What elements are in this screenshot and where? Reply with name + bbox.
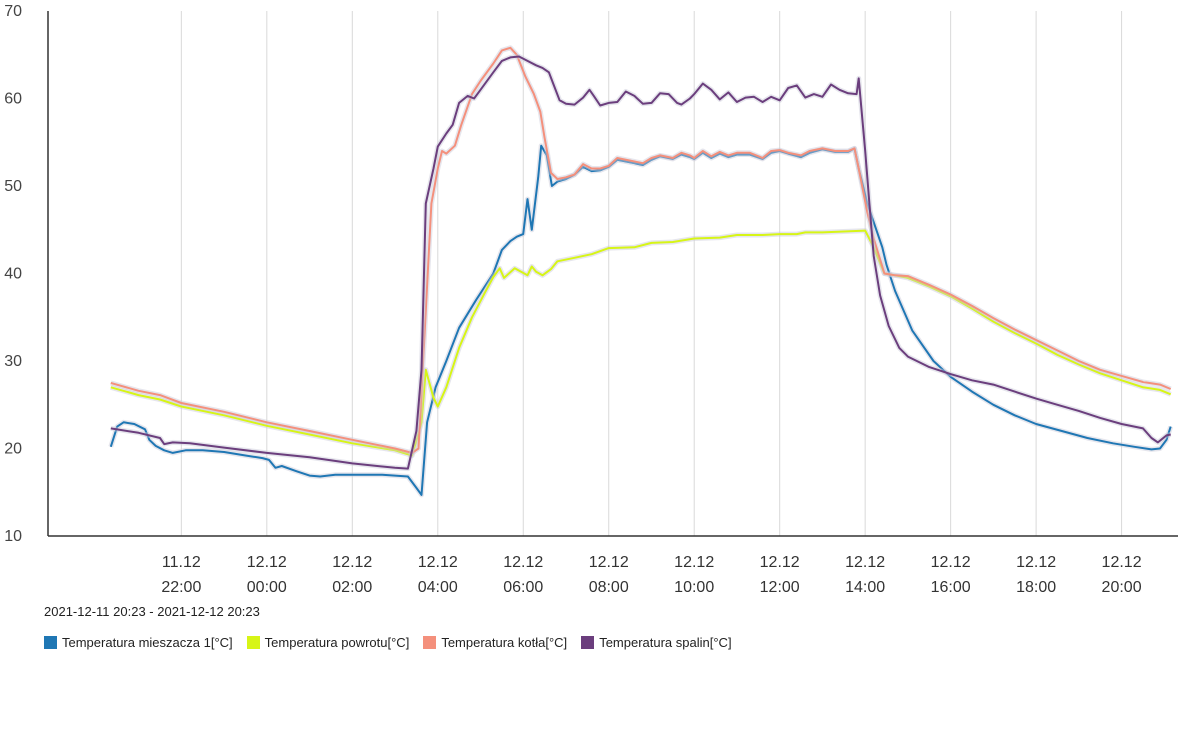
x-tick-time: 16:00 <box>931 579 971 596</box>
date-range-label: 2021-12-11 20:23 - 2021-12-12 20:23 <box>44 604 260 619</box>
legend-item-flue[interactable]: Temperatura spalin[°C] <box>581 635 732 650</box>
x-tick-time: 00:00 <box>247 579 287 596</box>
legend-swatch <box>246 636 260 649</box>
x-tick-time: 10:00 <box>674 579 714 596</box>
series-line-boiler[interactable] <box>110 46 1172 454</box>
series-line-mixer[interactable] <box>109 144 1172 496</box>
x-tick-time: 06:00 <box>503 579 543 596</box>
x-tick-date: 12.12 <box>503 554 543 571</box>
y-tick-label: 30 <box>4 353 22 370</box>
y-tick-label: 10 <box>4 528 22 545</box>
y-axis-ticks: 10 20 30 40 50 60 70 <box>4 3 22 545</box>
x-tick-date: 12.12 <box>1102 554 1142 571</box>
x-tick-date: 12.12 <box>845 554 885 571</box>
legend-label: Temperatura kotła[°C] <box>441 635 568 650</box>
y-tick-label: 60 <box>4 91 22 108</box>
x-tick-time: 12:00 <box>760 579 800 596</box>
series-lines <box>108 45 1174 498</box>
x-tick-date: 12.12 <box>418 554 458 571</box>
y-tick-label: 20 <box>4 441 22 458</box>
x-tick-date: 12.12 <box>332 554 372 571</box>
x-tick-date: 12.12 <box>247 554 287 571</box>
y-tick-label: 70 <box>4 3 22 20</box>
x-tick-date: 12.12 <box>1016 554 1056 571</box>
x-tick-time: 18:00 <box>1016 579 1056 596</box>
legend-swatch <box>581 636 595 649</box>
legend-label: Temperatura powrotu[°C] <box>264 635 410 650</box>
series-line-return[interactable] <box>110 229 1172 457</box>
y-tick-label: 50 <box>4 178 22 195</box>
axes <box>47 11 1178 537</box>
x-axis-ticks: 11.12 22:00 12.12 00:00 12.12 02:00 12.12 04:00… <box>161 554 1141 596</box>
x-tick-time: 04:00 <box>418 579 458 596</box>
x-tick-date: 12.12 <box>931 554 971 571</box>
legend-label: Temperatura spalin[°C] <box>599 635 732 650</box>
series-shadow-mixer <box>108 143 1174 498</box>
x-tick-date: 12.12 <box>674 554 714 571</box>
legend-item-boiler[interactable]: Temperatura kotła[°C] <box>423 635 567 650</box>
legend: Temperatura mieszacza 1[°C] Temperatura … <box>44 635 732 650</box>
legend-item-mixer[interactable]: Temperatura mieszacza 1[°C] <box>44 635 233 650</box>
x-tick-date: 11.12 <box>162 554 201 571</box>
series-shadow-flue <box>110 54 1172 472</box>
legend-swatch <box>44 636 57 649</box>
x-tick-time: 14:00 <box>845 579 885 596</box>
legend-label: Temperatura mieszacza 1[°C] <box>62 635 233 650</box>
legend-swatch <box>423 636 437 649</box>
y-tick-label: 40 <box>4 266 22 283</box>
x-tick-date: 12.12 <box>589 554 629 571</box>
x-tick-time: 02:00 <box>332 579 372 596</box>
x-tick-time: 22:00 <box>161 579 201 596</box>
line-chart: 10 20 30 40 50 60 70 11.12 22:00 12.12 00:00 12.12… <box>4 3 1178 596</box>
series-line-flue[interactable] <box>110 55 1171 470</box>
x-tick-time: 20:00 <box>1102 579 1142 596</box>
x-tick-time: 08:00 <box>589 579 629 596</box>
x-tick-date: 12.12 <box>760 554 800 571</box>
legend-item-return[interactable]: Temperatura powrotu[°C] <box>246 635 410 650</box>
